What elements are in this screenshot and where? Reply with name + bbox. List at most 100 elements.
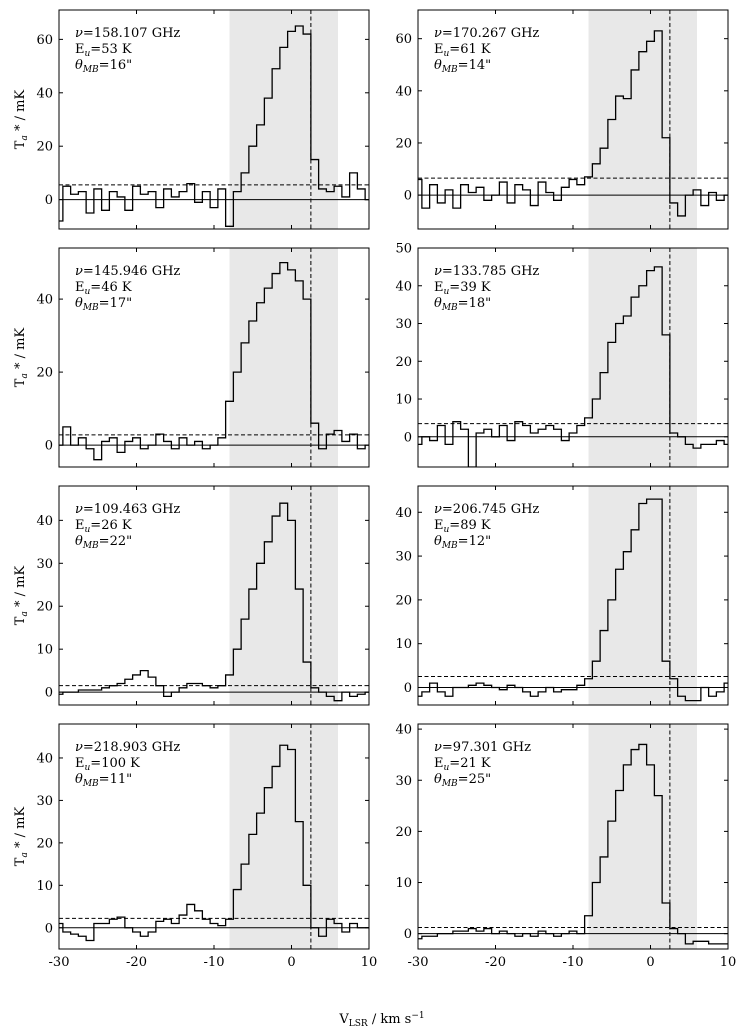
y-tick-label: 0 (45, 686, 53, 701)
x-tick-label: 0 (287, 955, 295, 970)
transition-frequency-label: ν=145.946 GHz (75, 264, 180, 279)
y-tick-label: 40 (36, 751, 53, 766)
y-tick-label: 10 (395, 876, 412, 891)
y-tick-label: 40 (395, 279, 412, 294)
x-axis-label: VLSR / km s−1 (338, 1011, 424, 1029)
y-tick-label: 20 (395, 355, 412, 370)
y-tick-label: 30 (395, 774, 412, 789)
spectrum-clip-group (418, 266, 728, 467)
y-tick-label: 0 (404, 927, 412, 942)
y-tick-label: 40 (395, 506, 412, 521)
transition-frequency-label: ν=97.301 GHz (434, 740, 531, 755)
spectrum-clip-group (418, 30, 728, 217)
upper-energy-label: Eu=53 K (75, 42, 132, 59)
y-axis-label: Ta * / mK (13, 90, 30, 150)
x-tick-label: -30 (408, 955, 429, 970)
y-tick-label: 60 (395, 32, 412, 47)
spectrum-line (59, 261, 369, 461)
velocity-window-shade (588, 248, 697, 467)
y-tick-label: 40 (36, 293, 53, 308)
y-tick-label: 30 (36, 794, 53, 809)
spectrum-line (418, 498, 728, 702)
upper-energy-label: Eu=46 K (75, 280, 132, 297)
y-tick-label: 60 (36, 33, 53, 48)
beam-size-label: θMB=25" (434, 772, 491, 789)
y-tick-label: 10 (36, 879, 53, 894)
y-tick-label: 20 (36, 366, 53, 381)
y-tick-label: 0 (45, 921, 53, 936)
upper-energy-label: Eu=39 K (434, 280, 491, 297)
x-tick-label: -20 (485, 955, 506, 970)
spectrum-line (59, 25, 369, 227)
y-axis-label: Ta * / mK (13, 807, 30, 867)
beam-size-label: θMB=22" (75, 534, 132, 551)
y-tick-label: 20 (36, 600, 53, 615)
beam-size-label: θMB=17" (75, 296, 132, 313)
y-tick-label: 0 (45, 439, 53, 454)
velocity-window-shade (588, 10, 697, 229)
spectrum-line (418, 743, 728, 945)
y-tick-label: 0 (404, 681, 412, 696)
x-tick-label: -10 (563, 955, 584, 970)
spectrum-line (59, 744, 369, 942)
beam-size-label: θMB=18" (434, 296, 491, 313)
y-tick-label: 10 (36, 643, 53, 658)
y-tick-label: 20 (395, 593, 412, 608)
y-tick-label: 40 (36, 86, 53, 101)
spectrum-line (59, 502, 369, 702)
y-tick-label: 20 (395, 825, 412, 840)
transition-frequency-label: ν=109.463 GHz (75, 502, 180, 517)
spectrum-clip-group (59, 261, 369, 461)
upper-energy-label: Eu=26 K (75, 518, 132, 535)
velocity-window-shade (229, 724, 338, 949)
x-tick-label: -20 (126, 955, 147, 970)
velocity-window-shade (229, 248, 338, 467)
y-tick-label: 30 (395, 317, 412, 332)
spectrum-clip-group (418, 498, 728, 702)
y-tick-label: 30 (395, 550, 412, 565)
spectrum-line (418, 266, 728, 467)
y-tick-label: 30 (36, 557, 53, 572)
spectrum-clip-group (418, 743, 728, 945)
x-tick-label: 0 (646, 955, 654, 970)
y-tick-label: 20 (36, 140, 53, 155)
transition-frequency-label: ν=133.785 GHz (434, 264, 539, 279)
x-tick-label: -10 (204, 955, 225, 970)
upper-energy-label: Eu=100 K (75, 756, 140, 773)
velocity-window-shade (229, 486, 338, 705)
beam-size-label: θMB=12" (434, 534, 491, 551)
velocity-window-shade (588, 724, 697, 949)
transition-frequency-label: ν=158.107 GHz (75, 26, 180, 41)
x-tick-label: 10 (361, 955, 378, 970)
upper-energy-label: Eu=61 K (434, 42, 491, 59)
transition-frequency-label: ν=218.903 GHz (75, 740, 180, 755)
y-axis-label: Ta * / mK (13, 566, 30, 626)
beam-size-label: θMB=16" (75, 58, 132, 75)
transition-frequency-label: ν=170.267 GHz (434, 26, 539, 41)
spectrum-clip-group (59, 744, 369, 942)
x-tick-label: 10 (720, 955, 737, 970)
beam-size-label: θMB=11" (75, 772, 132, 789)
transition-frequency-label: ν=206.745 GHz (434, 502, 539, 517)
y-tick-label: 0 (45, 193, 53, 208)
upper-energy-label: Eu=21 K (434, 756, 491, 773)
spectrum-panel-7: 0 10 20 30 40 -30 -20 -10 0 10 ν=218.903 GHzEu=100… (13, 723, 378, 970)
y-tick-label: 20 (36, 836, 53, 851)
spectrum-line (418, 30, 728, 217)
velocity-window-shade (229, 10, 338, 229)
velocity-window-shade (588, 486, 697, 705)
y-tick-label: 0 (404, 189, 412, 204)
y-axis-label: Ta * / mK (13, 328, 30, 388)
y-tick-label: 10 (395, 637, 412, 652)
spectrum-clip-group (59, 502, 369, 702)
y-tick-label: 10 (395, 393, 412, 408)
y-tick-label: 20 (395, 136, 412, 151)
x-tick-label: -30 (49, 955, 70, 970)
